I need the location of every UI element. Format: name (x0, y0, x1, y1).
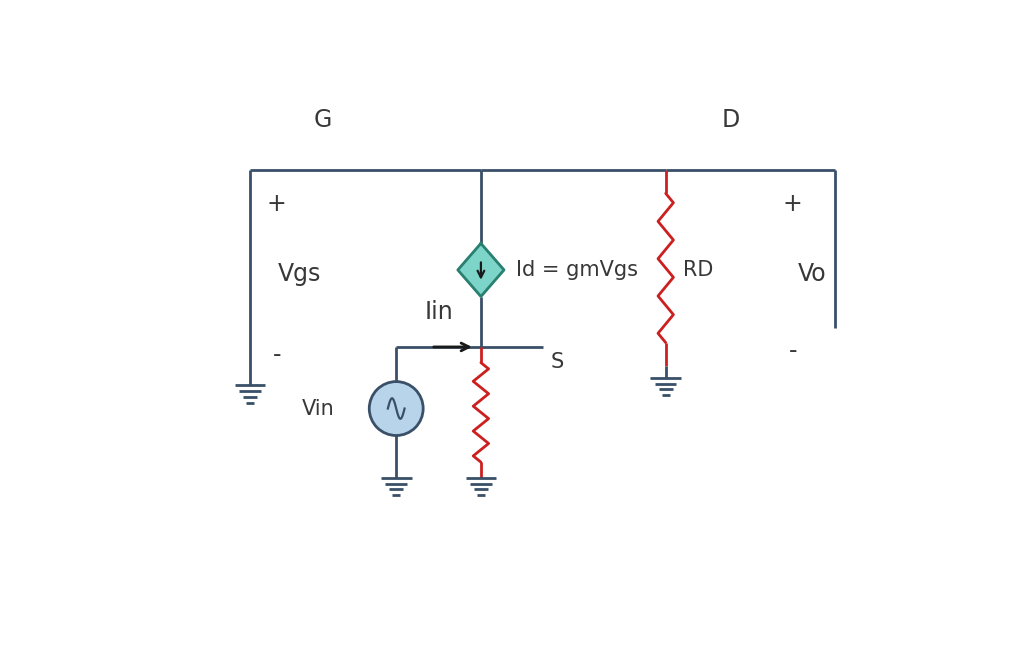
Text: D: D (722, 108, 740, 132)
Text: Iin: Iin (424, 300, 453, 324)
Text: +: + (267, 193, 287, 217)
Ellipse shape (370, 382, 423, 435)
Text: S: S (550, 352, 563, 372)
Text: Vin: Vin (302, 399, 335, 419)
Text: -: - (788, 339, 797, 363)
Text: Vgs: Vgs (279, 262, 322, 286)
Text: Vo: Vo (798, 262, 826, 286)
Text: Id = gmVgs: Id = gmVgs (515, 260, 638, 280)
Text: G: G (314, 108, 332, 132)
Polygon shape (458, 244, 504, 297)
Text: RD: RD (683, 260, 714, 280)
Text: -: - (272, 343, 282, 366)
Text: +: + (783, 193, 803, 217)
